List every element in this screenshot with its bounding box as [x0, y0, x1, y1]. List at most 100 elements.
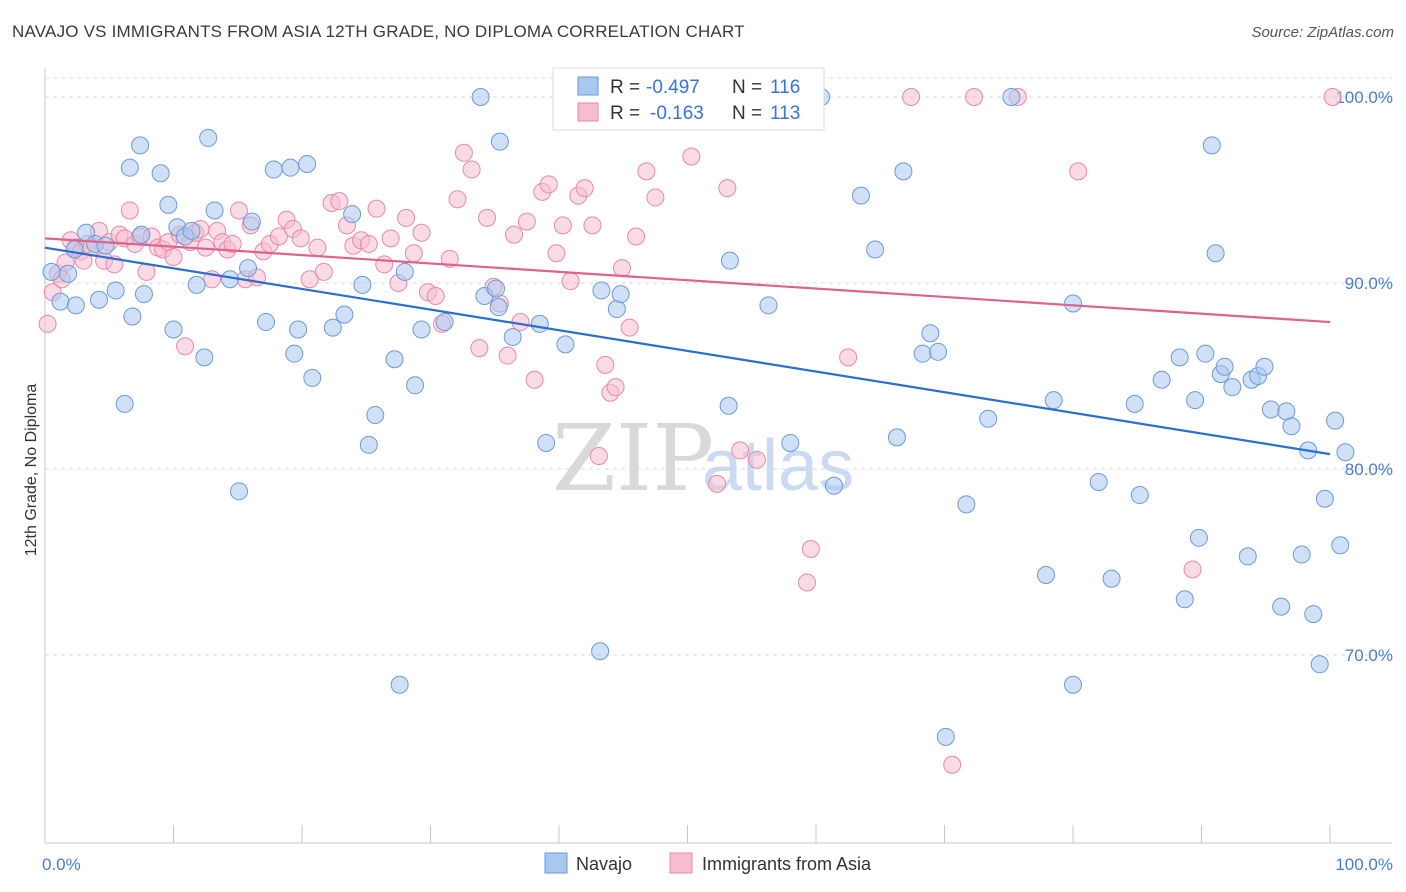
- chart-title: NAVAJO VS IMMIGRANTS FROM ASIA 12TH GRAD…: [12, 22, 745, 41]
- asia-point: [38, 314, 57, 333]
- navajo-point: [51, 292, 70, 311]
- asia-point: [682, 147, 701, 166]
- asia-point: [718, 179, 737, 198]
- asia-point: [589, 446, 608, 465]
- navajo-point: [353, 275, 372, 294]
- legend-navajo-swatch: [544, 852, 568, 874]
- asia-point: [314, 262, 333, 281]
- navajo-point: [490, 132, 509, 151]
- navajo-point: [134, 285, 153, 304]
- navajo-point: [1255, 357, 1274, 376]
- asia-point: [440, 249, 459, 268]
- navajo-point: [530, 314, 549, 333]
- navajo-point: [1202, 136, 1221, 155]
- navajo-point: [591, 642, 610, 661]
- navajo-point: [343, 205, 362, 224]
- y-tick-label: 100.0%: [1335, 88, 1393, 107]
- asia-point: [470, 339, 489, 358]
- navajo-point: [285, 344, 304, 363]
- navajo-point: [395, 262, 414, 281]
- asia-point: [731, 441, 750, 460]
- navajo-point: [866, 240, 885, 259]
- asia-r-value: -0.163: [650, 103, 704, 124]
- asia-point: [269, 227, 288, 246]
- navajo-point: [323, 318, 342, 337]
- navajo-point: [335, 305, 354, 324]
- navajo-point: [1002, 88, 1021, 106]
- legend-navajo-label: Navajo: [576, 854, 632, 874]
- navajo-point: [1089, 473, 1108, 492]
- navajo-point: [1326, 411, 1345, 430]
- navajo-point: [199, 128, 218, 147]
- navajo-point: [366, 406, 385, 425]
- asia-point: [397, 208, 416, 227]
- navajo-point: [1223, 378, 1242, 397]
- navajo-n-label: N =: [732, 77, 762, 98]
- navajo-point: [1186, 391, 1205, 410]
- navajo-point: [607, 300, 626, 319]
- navajo-r-value: -0.497: [646, 77, 700, 98]
- navajo-point: [887, 428, 906, 447]
- asia-n-value: 113: [770, 103, 800, 124]
- asia-point: [412, 223, 431, 242]
- asia-point: [902, 88, 921, 106]
- navajo-point: [1282, 417, 1301, 436]
- navajo-point: [242, 212, 261, 231]
- navajo-point: [611, 285, 630, 304]
- asia-point: [404, 244, 423, 263]
- navajo-point: [159, 195, 178, 214]
- navajo-point: [471, 88, 490, 106]
- asia-point: [646, 188, 665, 207]
- asia-point: [547, 244, 566, 263]
- navajo-point: [115, 394, 134, 413]
- trend-lines: [44, 237, 1331, 456]
- asia-point: [375, 255, 394, 274]
- navajo-point: [298, 154, 317, 173]
- navajo-point: [42, 262, 61, 281]
- asia-point: [330, 192, 349, 211]
- navajo-point: [1206, 244, 1225, 263]
- asia-point: [223, 234, 242, 253]
- navajo-point: [1238, 547, 1257, 566]
- navajo-point: [720, 251, 739, 270]
- navajo-point: [412, 320, 431, 339]
- x-tick-label: 0.0%: [42, 855, 81, 874]
- navajo-point: [503, 327, 522, 346]
- navajo-point: [1215, 357, 1234, 376]
- axes: [44, 68, 1392, 844]
- navajo-point: [289, 320, 308, 339]
- navajo-point: [1189, 528, 1208, 547]
- navajo-point: [1272, 597, 1291, 616]
- asia-point: [525, 370, 544, 389]
- navajo-point: [264, 160, 283, 179]
- asia-point: [120, 201, 139, 220]
- asia-point: [517, 212, 536, 231]
- navajo-point: [489, 298, 508, 317]
- asia-point: [478, 208, 497, 227]
- asia-point: [462, 160, 481, 179]
- navajo-point: [66, 296, 85, 315]
- stats-legend-box: R = -0.497 N = 116 R = -0.163 N = 113: [552, 67, 825, 131]
- asia-point: [164, 247, 183, 266]
- asia-point: [620, 318, 639, 337]
- asia-point: [291, 229, 310, 248]
- asia-point: [801, 539, 820, 558]
- navajo-point: [257, 313, 276, 332]
- tick-labels: 70.0% 80.0% 90.0% 100.0% 0.0% 100.0%: [42, 88, 1393, 874]
- navajo-point: [123, 307, 142, 326]
- navajo-point: [96, 236, 115, 255]
- navajo-point: [1170, 348, 1189, 367]
- navajo-point: [281, 158, 300, 177]
- navajo-point: [537, 433, 556, 452]
- navajo-point: [131, 136, 150, 155]
- navajo-n-value: 116: [770, 77, 800, 98]
- y-tick-label: 70.0%: [1345, 646, 1393, 665]
- navajo-point: [1102, 569, 1121, 588]
- navajo-point: [59, 264, 78, 283]
- navajo-point: [851, 186, 870, 205]
- navajo-point: [230, 482, 249, 501]
- asia-point: [965, 88, 984, 106]
- asia-point: [308, 238, 327, 257]
- navajo-point: [894, 162, 913, 181]
